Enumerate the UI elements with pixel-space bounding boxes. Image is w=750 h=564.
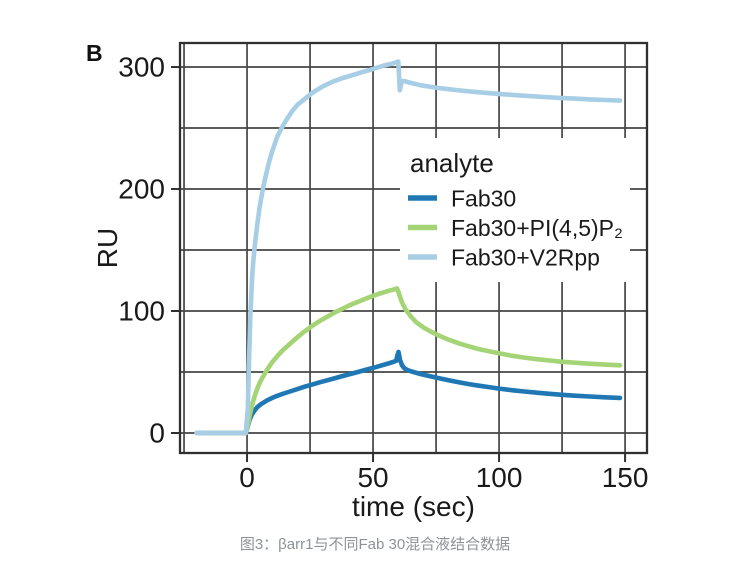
legend-label-1: Fab30 — [451, 186, 516, 212]
series-lines — [194, 59, 623, 436]
series-line-fab30 — [194, 349, 623, 436]
y-tick-label: 200 — [118, 174, 165, 205]
series-line-fab30-pi-4-5-p- — [194, 286, 623, 436]
spr-sensorgram-chart: 0 50 100 150 0 100 200 300 analyte Fab30 Fab30+PI… — [92, 41, 649, 522]
y-tick-label: 300 — [118, 52, 165, 83]
series-line-fab30-v2rpp — [194, 59, 623, 436]
panel-label: B — [86, 40, 103, 66]
x-tick-label: 100 — [476, 462, 523, 493]
plot-frame — [178, 41, 649, 455]
x-tick-label: 0 — [239, 462, 255, 493]
x-axis-label: time (sec) — [352, 491, 475, 522]
axis-labels: time (sec) RU — [92, 228, 475, 522]
axes-frame: 0 50 100 150 0 100 200 300 — [118, 41, 649, 493]
legend-label-3: Fab30+V2Rpp — [451, 245, 600, 271]
y-tick-label: 0 — [149, 417, 165, 448]
y-axis-label: RU — [92, 228, 123, 268]
figure-caption: 图3：βarr1与不同Fab 30混合液结合数据 — [239, 536, 511, 553]
legend-title: analyte — [410, 148, 494, 178]
legend-background — [400, 138, 630, 282]
x-tick-label: 50 — [357, 462, 388, 493]
x-tick-label: 150 — [602, 462, 649, 493]
legend-label-2: Fab30+PI(4,5)P₂ — [451, 215, 623, 241]
legend: analyte Fab30 Fab30+PI(4,5)P₂ Fab30+V2Rpp — [400, 138, 630, 282]
y-tick-label: 100 — [118, 296, 165, 327]
